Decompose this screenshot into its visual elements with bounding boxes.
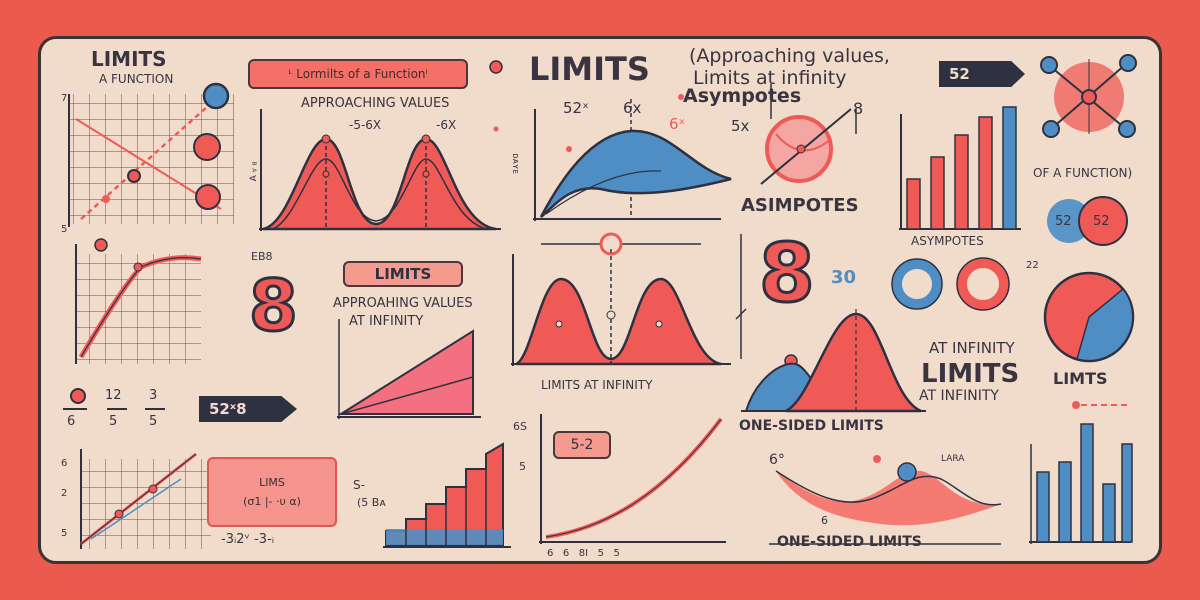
at-infinity-right: AT INFINITY: [929, 339, 1015, 357]
one-sided-wave-chart: [769, 455, 1002, 545]
s-label: S-: [353, 478, 365, 492]
side-label-5: 5: [61, 224, 68, 235]
a-function-label: A FUNCTION: [99, 72, 174, 86]
label-5x: 5x: [731, 117, 750, 135]
illustration-layer: [63, 54, 1137, 549]
double-circles: [891, 257, 1010, 311]
at-infinity-right-2: AT INFINITY: [919, 388, 999, 404]
fraction-3: 3: [149, 388, 158, 403]
limits-at-infinity-mid: LIMITS AT INFINITY: [541, 378, 653, 392]
blue-wave-chart: [493, 94, 732, 221]
fraction-12: 12: [105, 388, 122, 403]
network-diagram: [1040, 54, 1137, 138]
vertical-label-mid: ᴅᴀʏᴇ: [509, 153, 520, 174]
decor-circles-left: [94, 82, 230, 252]
laaa-label: LARA: [941, 454, 965, 464]
pill-limits-of-a-function: ᴸ Lormilts of a Functionᴵ: [248, 59, 468, 89]
infographic-board: LIMITS A FUNCTION 7 ᴸ Lormilts of a Func…: [38, 36, 1162, 564]
box-5-2: 5-2: [553, 431, 611, 459]
main-title-limits: LIMITS: [529, 50, 650, 88]
limits-at-infinity-top: Limits at infinity: [693, 67, 847, 89]
eb8-label: EB8: [251, 250, 273, 263]
fraction-6: 6: [67, 414, 76, 429]
label-6s: 6S: [513, 420, 527, 433]
of-a-function-label: OF A FUNCTION): [1033, 166, 1133, 180]
label-8: 8: [853, 99, 864, 118]
five-b-label: (5 Bᴀ: [357, 496, 386, 509]
fraction-5b: 5: [149, 414, 158, 429]
one-sided-limits-bottom: ONE-SIDED LIMITS: [777, 534, 922, 550]
vertical-label-left: ᴮ ᴬ Ɐ: [246, 161, 257, 182]
title-limits-top-left: LIMITS: [91, 47, 167, 71]
label-6-small: 6: [821, 514, 828, 527]
side-label-5b: 5: [61, 528, 68, 539]
number-30: 30: [831, 267, 857, 288]
lims-bottom-label: -3ᵢ2ᵛ -3-ᵢ: [221, 532, 275, 547]
lims-card: LIMS (σ1 |- ·υ α): [207, 457, 337, 527]
approaching-values-paren: (Approaching values,: [689, 45, 890, 67]
limts-label: LIMTS: [1053, 369, 1108, 388]
label-5: 5: [519, 460, 526, 473]
label-6x: 6x: [623, 99, 642, 117]
approaching-values-mid: APPROAHING VALUES: [333, 296, 473, 311]
limits-right: LIMITS: [921, 359, 1020, 389]
grid-chart-mid-left: [75, 244, 202, 364]
label-6x-red: 6ˣ: [669, 115, 686, 133]
asymptote-circle: [760, 84, 857, 185]
label-6x-small: -6X: [436, 118, 457, 132]
label-5-6x: -5-6X: [349, 118, 382, 132]
fraction-5a: 5: [109, 414, 118, 429]
triangle-ramp-chart: [337, 319, 481, 419]
lims-title: LIMS: [259, 476, 285, 489]
label-52x: 52ˣ: [563, 99, 589, 117]
asympotes-mid-label: ASYMPOTES: [911, 234, 984, 248]
asimpotes-label: ASIMPOTES: [741, 195, 859, 216]
venn-bubbles: [1047, 196, 1128, 246]
pie-chart: [1043, 271, 1135, 363]
growth-curve-chart: [539, 414, 726, 544]
label-6-deg: 6°: [769, 452, 785, 468]
bar-chart-bottom-right: [1029, 423, 1133, 544]
limits-pill: LIMITS: [343, 261, 463, 287]
double-bell-chart-top: [259, 60, 503, 231]
big-eight-mid: 8: [758, 227, 817, 320]
one-sided-limits-label: ONE-SIDED LIMITS: [739, 418, 884, 434]
side-label-6: 6: [61, 458, 68, 469]
axis-7-label: 7: [61, 93, 68, 104]
tag-52-8: 52ˣ8: [199, 396, 297, 422]
lims-expression: (σ1 |- ·υ α): [243, 495, 301, 508]
grid-chart-bottom-left: [80, 449, 211, 549]
asympotes-top: Asympotes: [683, 85, 802, 107]
side-label-2: 2: [61, 488, 68, 499]
blue-red-bell-chart: [741, 309, 926, 413]
at-infinity-mid: AT INFINITY: [349, 314, 424, 329]
approaching-values-label: APPROACHING VALUES: [301, 96, 450, 111]
big-eight-left: 8: [248, 265, 300, 347]
double-bell-chart-mid: [511, 232, 731, 366]
decor-dot: [70, 388, 86, 404]
tag-52: 52: [939, 61, 1025, 87]
bubble-52-right: 52: [1093, 214, 1110, 229]
number-22: 22: [1026, 260, 1039, 271]
staircase-bar-chart: [383, 442, 511, 548]
axis-bottom-labels: 6 6 8I 5 5: [547, 548, 620, 559]
bubble-52-left: 52: [1055, 214, 1072, 229]
bar-chart-top-right: [899, 106, 1021, 230]
